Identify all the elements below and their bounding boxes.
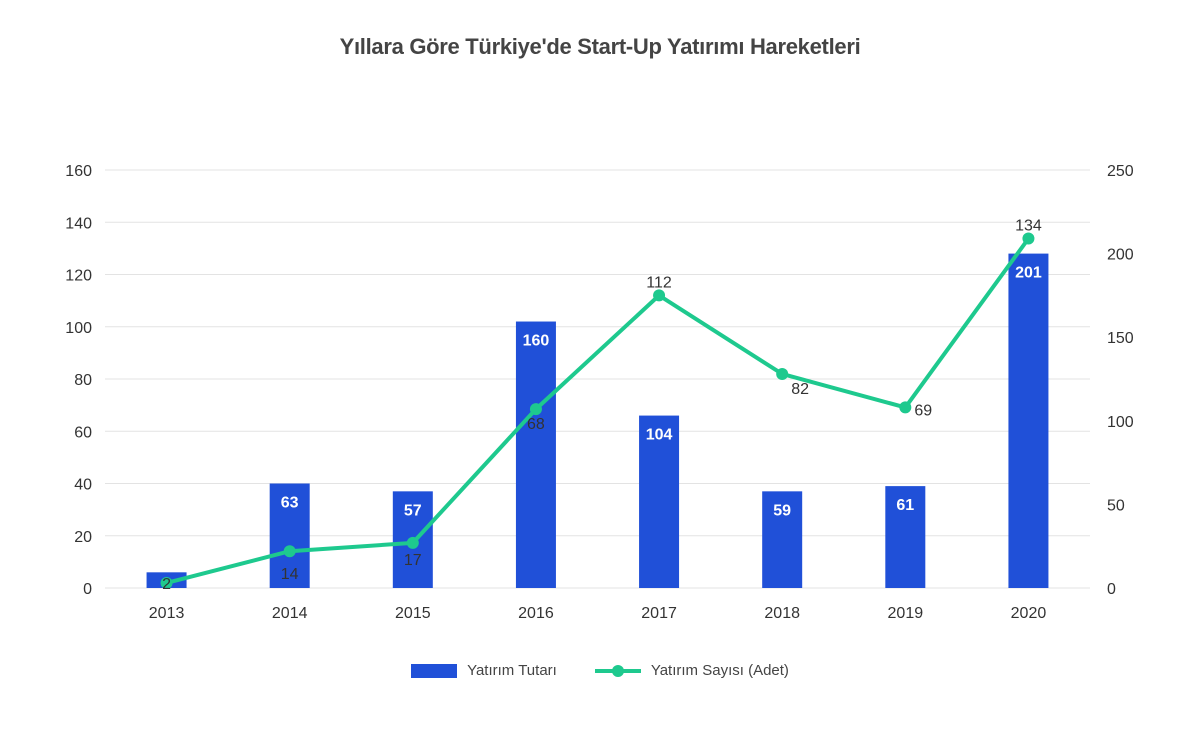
line-data-label: 2	[162, 576, 171, 593]
right-tick-label: 0	[1107, 581, 1116, 598]
bar-data-label: 61	[896, 497, 914, 514]
x-tick-label: 2017	[641, 605, 677, 622]
left-tick-label: 140	[65, 215, 92, 232]
x-tick-label: 2015	[395, 605, 431, 622]
line-data-label: 82	[791, 381, 809, 398]
series-line	[166, 237, 1031, 585]
line-point[interactable]	[1022, 232, 1035, 245]
bar[interactable]	[762, 491, 803, 588]
line-point[interactable]	[160, 576, 173, 589]
left-tick-label: 80	[74, 372, 92, 389]
left-tick-label: 40	[74, 477, 92, 494]
line-point[interactable]	[653, 289, 666, 302]
right-tick-label: 100	[1107, 414, 1134, 431]
bar-series	[146, 253, 1049, 589]
bar[interactable]	[1008, 253, 1049, 588]
gridlines	[105, 169, 1090, 589]
bar-data-label: 63	[281, 495, 299, 512]
left-tick-label: 120	[65, 268, 92, 285]
line-point[interactable]	[899, 401, 912, 414]
line-data-label: 69	[914, 402, 932, 419]
chart-title: Yıllara Göre Türkiye'de Start-Up Yatırım…	[339, 34, 861, 59]
bar[interactable]	[269, 483, 310, 589]
legend-label-bar: Yatırım Tutarı	[467, 662, 557, 679]
right-tick-label: 50	[1107, 497, 1125, 514]
right-tick-label: 150	[1107, 330, 1134, 347]
line-data-label: 17	[404, 552, 422, 569]
x-tick-label: 2014	[272, 605, 308, 622]
line-data-label: 112	[646, 274, 672, 291]
line-point[interactable]	[776, 367, 789, 380]
right-axis: 0 50 100 150 200 250	[1107, 163, 1134, 598]
left-tick-label: 160	[65, 163, 92, 180]
legend-swatch-line	[594, 664, 641, 678]
line-data-label: 14	[281, 566, 299, 583]
x-axis: 2013 2014 2015 2016 2017 2018 2019 2020	[149, 605, 1047, 622]
x-tick-label: 2013	[149, 605, 185, 622]
x-tick-label: 2018	[764, 605, 800, 622]
left-tick-label: 20	[74, 529, 92, 546]
bar-data-label: 201	[1015, 265, 1042, 282]
legend-item-bar[interactable]: Yatırım Tutarı	[411, 662, 557, 679]
x-tick-label: 2020	[1011, 605, 1047, 622]
right-tick-label: 200	[1107, 247, 1134, 264]
right-tick-label: 250	[1107, 163, 1134, 180]
line-point[interactable]	[529, 403, 542, 416]
x-tick-label: 2016	[518, 605, 554, 622]
left-tick-label: 0	[83, 581, 92, 598]
line-point[interactable]	[283, 545, 296, 558]
bar-data-label: 10	[158, 555, 176, 572]
left-axis: 0 20 40 60 80 100 120 140 160	[65, 163, 92, 598]
bar-data-label: 104	[646, 427, 673, 444]
line-point[interactable]	[406, 536, 419, 549]
line-data-label: 134	[1015, 218, 1042, 235]
x-tick-label: 2019	[888, 605, 924, 622]
bar[interactable]	[639, 415, 680, 588]
bar[interactable]	[515, 321, 556, 588]
bar-data-label: 160	[523, 333, 550, 350]
legend-label-line: Yatırım Sayısı (Adet)	[650, 662, 789, 679]
data-labels: 10 63 57 160 104 59 61 201 2 14 17 68 112 82 69 134	[158, 218, 1042, 593]
line-series	[160, 232, 1035, 589]
bar-data-label: 59	[773, 502, 791, 519]
bar-data-label: 57	[404, 502, 422, 519]
legend-item-line[interactable]: Yatırım Sayısı (Adet)	[594, 662, 789, 679]
legend: Yatırım Tutarı Yatırım Sayısı (Adet)	[0, 662, 1200, 679]
legend-swatch-bar	[411, 663, 458, 678]
line-data-label: 68	[527, 416, 545, 433]
left-tick-label: 60	[74, 424, 92, 441]
bar[interactable]	[885, 486, 926, 588]
left-tick-label: 100	[65, 320, 92, 337]
